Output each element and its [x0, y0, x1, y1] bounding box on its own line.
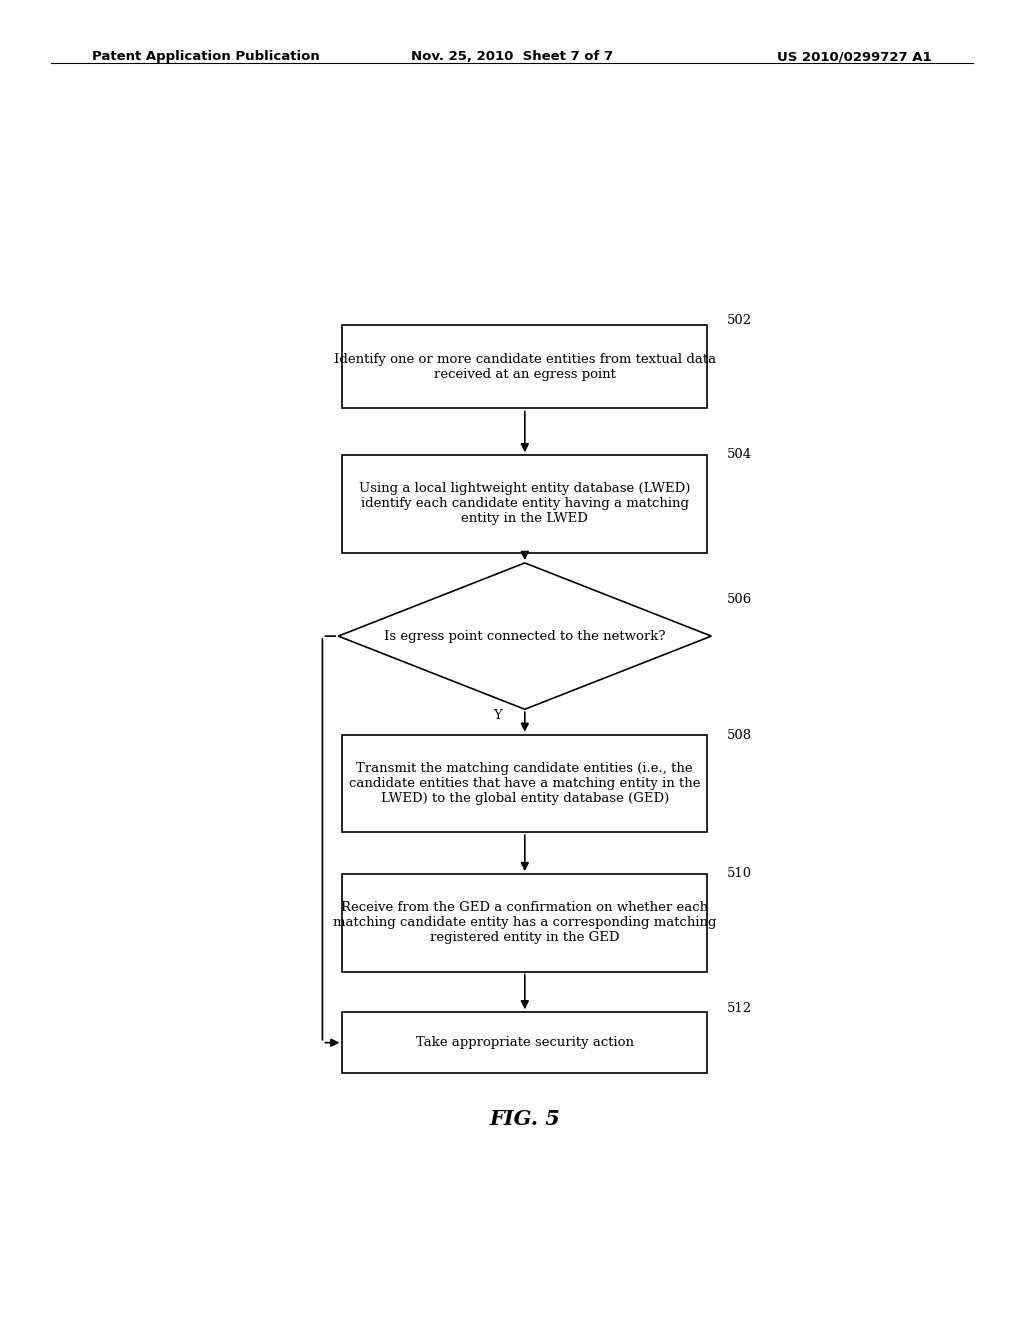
Text: Receive from the GED a confirmation on whether each
matching candidate entity ha: Receive from the GED a confirmation on w… [333, 902, 717, 944]
Text: US 2010/0299727 A1: US 2010/0299727 A1 [777, 50, 932, 63]
Bar [342, 325, 708, 408]
Text: Identify one or more candidate entities from textual data
received at an egress : Identify one or more candidate entities … [334, 352, 716, 380]
Text: FIG. 5: FIG. 5 [489, 1109, 560, 1129]
Bar [342, 455, 708, 553]
Text: Transmit the matching candidate entities (i.e., the
candidate entities that have: Transmit the matching candidate entities… [349, 762, 700, 805]
Text: 510: 510 [727, 867, 753, 880]
Text: Nov. 25, 2010  Sheet 7 of 7: Nov. 25, 2010 Sheet 7 of 7 [411, 50, 613, 63]
Text: 508: 508 [727, 729, 753, 742]
Bar [342, 874, 708, 972]
Text: 512: 512 [727, 1002, 753, 1015]
Polygon shape [338, 562, 712, 709]
Text: Patent Application Publication: Patent Application Publication [92, 50, 319, 63]
Bar [342, 735, 708, 833]
Text: 506: 506 [727, 593, 753, 606]
Text: Is egress point connected to the network?: Is egress point connected to the network… [384, 630, 666, 643]
Text: Y: Y [493, 709, 502, 722]
Text: Using a local lightweight entity database (LWED)
identify each candidate entity : Using a local lightweight entity databas… [359, 483, 690, 525]
Bar [342, 1012, 708, 1073]
Text: 504: 504 [727, 449, 753, 461]
Text: 502: 502 [727, 314, 753, 327]
Text: Take appropriate security action: Take appropriate security action [416, 1036, 634, 1049]
